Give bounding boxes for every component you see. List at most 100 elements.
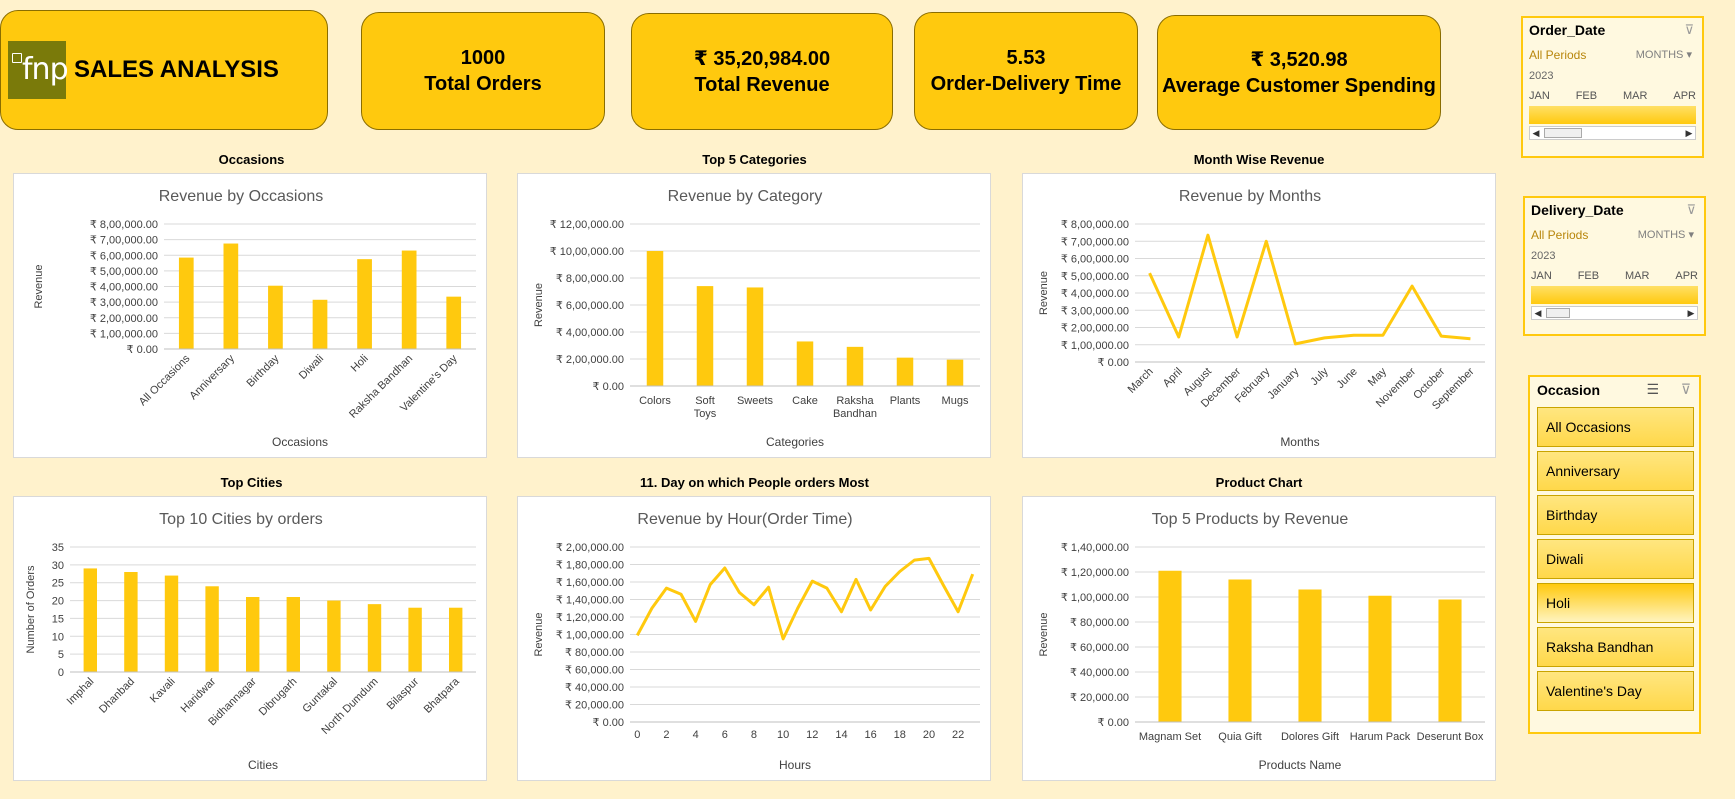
bar — [946, 359, 964, 386]
occasion-slicer[interactable]: Occasion ☰ ⊽ All Occasions Anniversary B… — [1528, 375, 1701, 734]
x-tick-label: Raksha Bandhan — [833, 395, 877, 420]
scroll-left-icon[interactable]: ◀ — [1534, 308, 1542, 318]
scroll-right-icon[interactable]: ▶ — [1687, 308, 1695, 318]
kpi-order-delivery-time: 5.53 Order-Delivery Time — [914, 12, 1138, 130]
x-tick-label: Dibrugarh — [257, 676, 300, 719]
y-tick-label: ₹ 1,20,000.00 — [556, 612, 624, 624]
bar — [178, 257, 194, 349]
time-level-dropdown[interactable]: MONTHS ▾ — [1638, 228, 1694, 241]
chart-revenue-by-occasions[interactable]: Revenue by Occasions ₹ 0.00 ₹ 1,00,000.00 ₹… — [13, 173, 487, 458]
timeline-scrollbar[interactable]: ◀ ▶ — [1529, 126, 1696, 140]
x-tick-label: July — [1308, 365, 1331, 388]
x-tick-label: Guntakal — [300, 676, 340, 716]
chart-title: Revenue by Occasions — [159, 188, 324, 205]
kpi-total-orders: 1000 Total Orders — [361, 12, 605, 130]
occasion-item-label: Anniversary — [1546, 463, 1620, 479]
x-tick-label: 20 — [923, 729, 935, 741]
filter-clear-icon[interactable]: ⊽ — [1686, 202, 1696, 217]
x-tick-label: Birthday — [245, 352, 282, 389]
order-date-slicer[interactable]: Order_Date ⊽ All Periods MONTHS ▾ 2023 J… — [1521, 16, 1704, 158]
x-tick-label: Diwali — [297, 353, 326, 382]
x-tick-label: 8 — [751, 729, 757, 741]
timeline-selection-bar[interactable] — [1531, 286, 1698, 304]
occasion-item-label: Holi — [1546, 595, 1571, 611]
bar — [357, 259, 372, 349]
y-tick-label: ₹ 1,80,000.00 — [556, 560, 624, 572]
kpi-value: ₹ 3,520.98 — [1250, 48, 1348, 71]
chart-top-cities-by-orders[interactable]: Top 10 Cities by orders 0 5 10 15 20 25 30 35 Num… — [13, 496, 487, 781]
gift-box-icon — [12, 53, 22, 63]
y-tick-label: ₹ 0.00 — [1098, 357, 1129, 369]
bar — [1368, 595, 1392, 722]
chart-svg: Revenue by Hour(Order Time) ₹ 0.00 ₹ 20,00… — [533, 511, 980, 772]
y-tick-label: ₹ 20,000.00 — [1070, 692, 1129, 704]
x-tick-label: Bhatpara — [422, 675, 463, 716]
scroll-thumb[interactable] — [1544, 128, 1582, 138]
chart-revenue-by-category[interactable]: Revenue by Category ₹ 0.00 ₹ 2,00,000.00 ₹ … — [517, 173, 991, 458]
x-tick-label: Soft Toys — [694, 395, 717, 420]
scroll-right-icon[interactable]: ▶ — [1685, 128, 1693, 138]
month-label: FEB — [1575, 90, 1598, 102]
scroll-thumb[interactable] — [1546, 308, 1570, 318]
y-tick-label: ₹ 1,00,000.00 — [1061, 592, 1129, 604]
y-axis-label: Revenue — [1038, 612, 1050, 656]
y-axis-label: Revenue — [1038, 271, 1050, 315]
delivery-date-slicer[interactable]: Delivery_Date ⊽ All Periods MONTHS ▾ 202… — [1523, 196, 1706, 336]
x-tick-label: 0 — [634, 729, 640, 741]
time-level-dropdown[interactable]: MONTHS ▾ — [1636, 48, 1692, 61]
bar — [1438, 599, 1462, 722]
x-tick-label: Anniversary — [187, 352, 237, 402]
occasion-item-anniversary[interactable]: Anniversary — [1537, 451, 1694, 491]
y-tick-label: ₹ 1,20,000.00 — [1061, 567, 1129, 579]
bar — [1298, 589, 1322, 722]
y-tick-label: ₹ 80,000.00 — [1070, 617, 1129, 629]
bar — [164, 575, 179, 672]
occasion-item-label: Valentine's Day — [1546, 683, 1642, 699]
occasion-item-raksha-bandhan[interactable]: Raksha Bandhan — [1537, 627, 1694, 667]
x-axis-label: Products Name — [1259, 758, 1342, 772]
occasion-item-label: Raksha Bandhan — [1546, 639, 1654, 655]
logo-text: fnp — [22, 52, 69, 87]
x-tick-label: 4 — [693, 729, 699, 741]
bar — [223, 243, 239, 349]
y-axis-label: Number of Orders — [25, 565, 37, 654]
occasion-item-diwali[interactable]: Diwali — [1537, 539, 1694, 579]
y-tick-label: ₹ 2,00,000.00 — [556, 542, 624, 554]
x-tick-label: All Occasions — [137, 352, 193, 408]
bar — [83, 568, 97, 672]
x-tick-label: January — [1265, 365, 1302, 402]
x-tick-label: Quia Gift — [1218, 731, 1261, 743]
y-tick-label: ₹ 60,000.00 — [565, 665, 624, 677]
occasion-item-birthday[interactable]: Birthday — [1537, 495, 1694, 535]
occasion-item-label: All Occasions — [1546, 419, 1631, 435]
bar — [205, 586, 219, 672]
bar — [312, 299, 328, 349]
y-tick-label: 0 — [58, 667, 64, 679]
multi-select-icon[interactable]: ☰ — [1646, 381, 1659, 397]
kpi-value: 5.53 — [1006, 47, 1046, 69]
x-axis-label: Occasions — [272, 435, 328, 449]
scroll-left-icon[interactable]: ◀ — [1532, 128, 1540, 138]
occasion-item-valentines-day[interactable]: Valentine's Day — [1537, 671, 1694, 711]
x-tick-label: May — [1366, 365, 1390, 389]
bar — [1228, 579, 1252, 722]
y-tick-label: ₹ 1,40,000.00 — [1061, 542, 1129, 554]
month-label: JAN — [1531, 270, 1552, 282]
kpi-value: ₹ 35,20,984.00 — [693, 47, 831, 70]
chart-top-products-by-revenue[interactable]: Top 5 Products by Revenue ₹ 0.00 ₹ 20,000.… — [1022, 496, 1496, 781]
filter-clear-icon[interactable]: ⊽ — [1684, 22, 1694, 37]
chart-revenue-by-months[interactable]: Revenue by Months ₹ 0.00 ₹ 1,00,000.00 ₹ 2,… — [1022, 173, 1496, 458]
timeline-scrollbar[interactable]: ◀ ▶ — [1531, 306, 1698, 320]
kpi-label: Total Revenue — [694, 73, 830, 96]
bar — [327, 600, 341, 672]
year-label: 2023 — [1531, 250, 1556, 262]
timeline-selection-bar[interactable] — [1529, 106, 1696, 124]
y-axis-label: Revenue — [533, 283, 545, 327]
occasion-item-holi[interactable]: Holi — [1537, 583, 1694, 623]
chart-revenue-by-hour[interactable]: Revenue by Hour(Order Time) ₹ 0.00 ₹ 20,00… — [517, 496, 991, 781]
occasion-item-all-occasions[interactable]: All Occasions — [1537, 407, 1694, 447]
month-labels: JAN FEB MAR APR — [1529, 90, 1696, 102]
y-tick-label: ₹ 0.00 — [593, 717, 624, 729]
filter-clear-icon[interactable]: ⊽ — [1680, 381, 1691, 397]
y-tick-label: ₹ 3,00,000.00 — [90, 297, 158, 309]
